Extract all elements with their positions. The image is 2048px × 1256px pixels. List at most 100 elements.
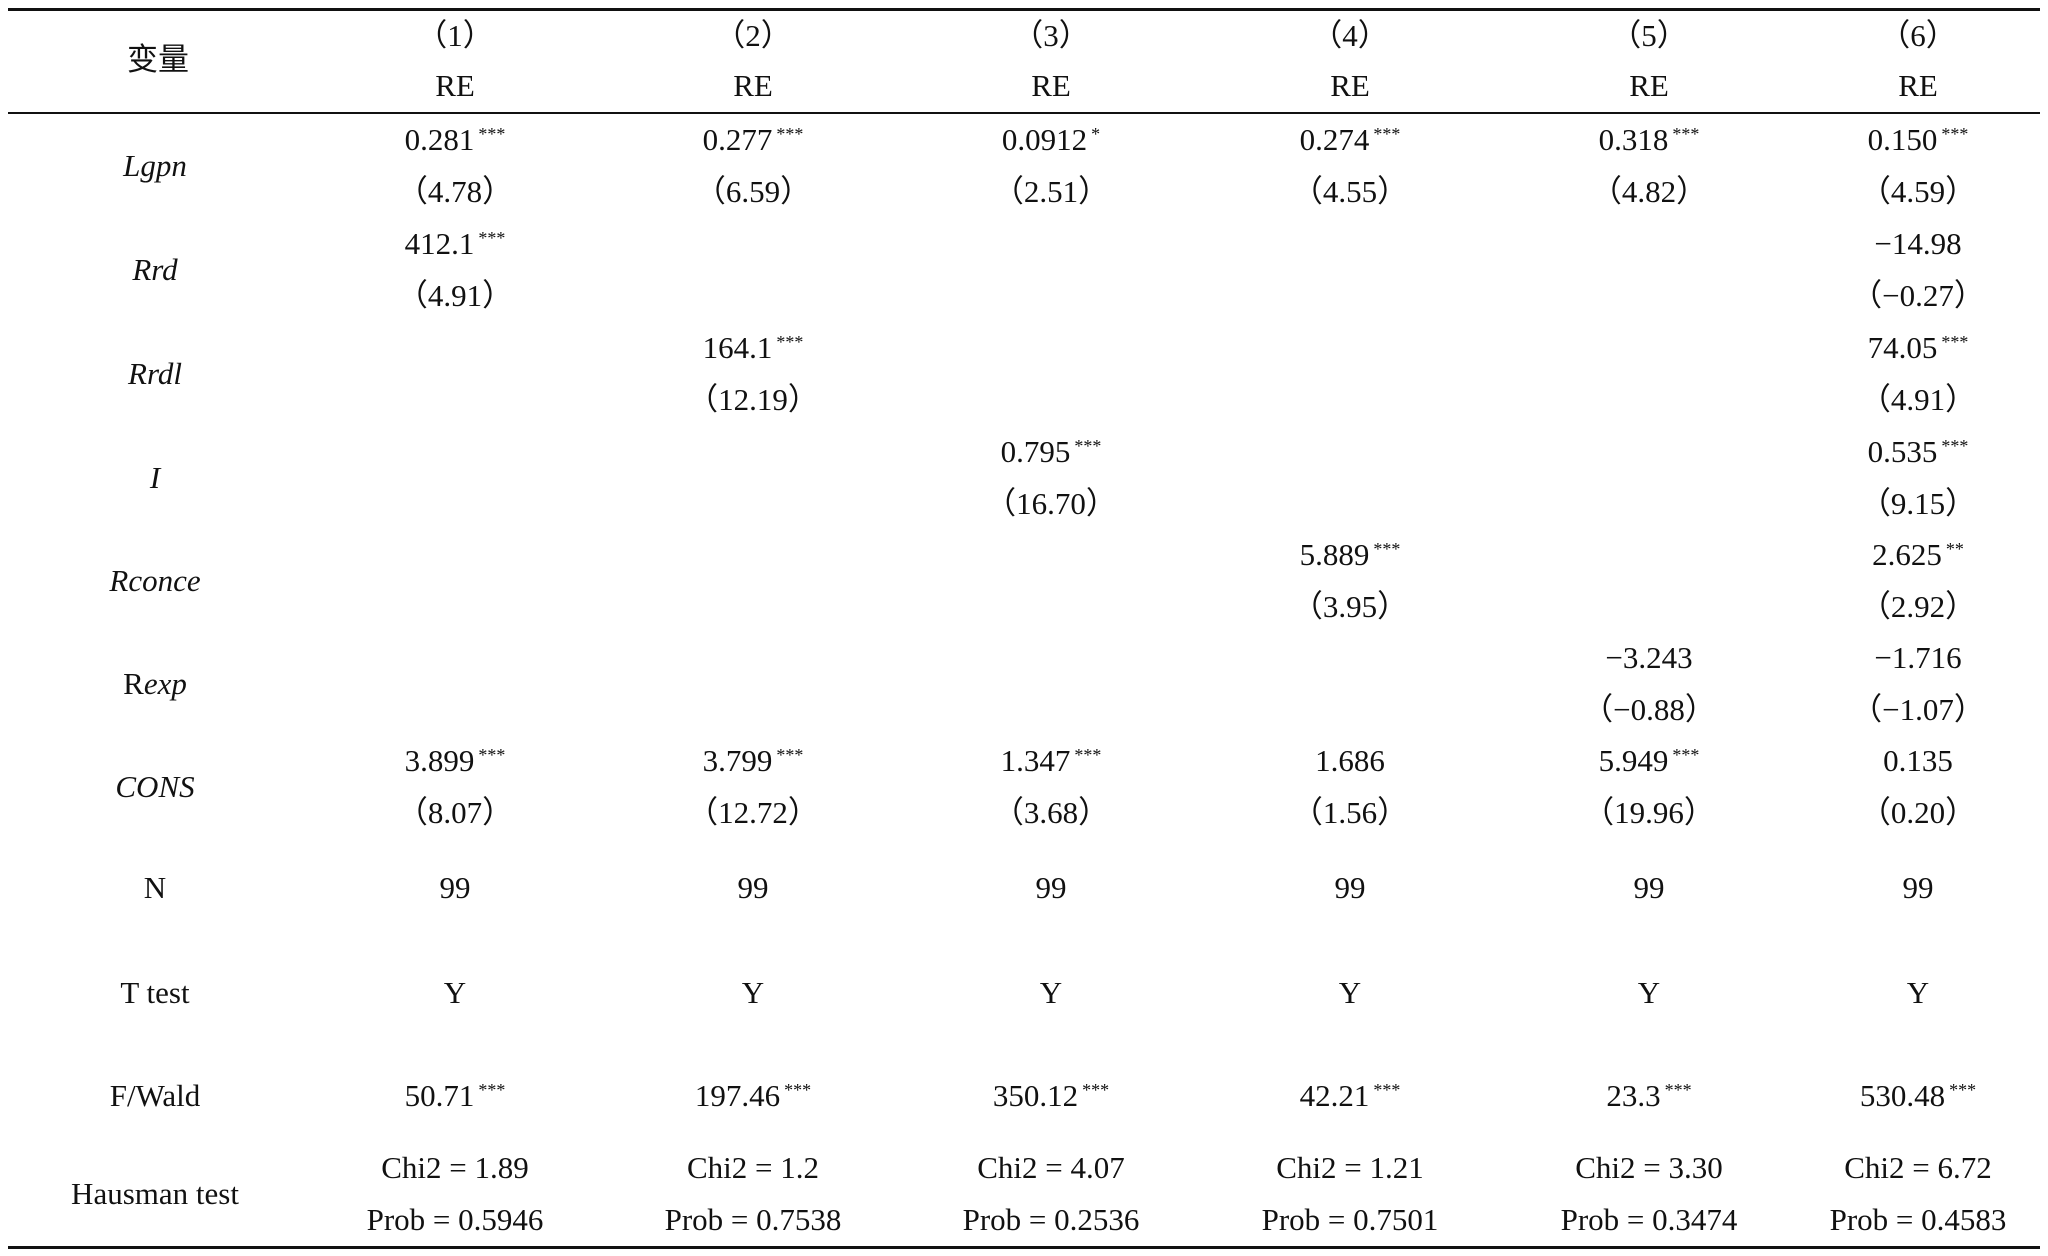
hausman-chi2: Chi2 = 1.89 bbox=[381, 1150, 529, 1185]
coefficient-value: 5.889 bbox=[1299, 537, 1370, 572]
header-rule bbox=[8, 112, 2040, 114]
coefficient-value: 0.795 bbox=[1000, 434, 1071, 469]
column-model: RE bbox=[1330, 68, 1370, 103]
row-label: Rconce bbox=[109, 563, 201, 598]
hausman-prob: Prob = 0.7538 bbox=[664, 1202, 842, 1237]
stat-value: Y bbox=[1907, 975, 1929, 1011]
stat-value: Y bbox=[444, 975, 466, 1011]
column-number: （1） bbox=[416, 18, 494, 53]
t-statistic: （4.91） bbox=[1859, 382, 1977, 417]
row-label: CONS bbox=[115, 769, 195, 804]
significance-stars: *** bbox=[1373, 539, 1401, 559]
hausman-chi2: Chi2 = 6.72 bbox=[1844, 1150, 1992, 1185]
stat-number: 99 bbox=[1902, 870, 1934, 905]
column-number: （4） bbox=[1311, 18, 1389, 53]
t-statistic: （−1.07） bbox=[1851, 692, 1985, 727]
stat-value: 99 bbox=[1036, 870, 1067, 906]
coefficient: 3.799 *** bbox=[703, 743, 804, 779]
coefficient: 2.625 ** bbox=[1872, 537, 1964, 573]
stat-value: 99 bbox=[1634, 870, 1665, 906]
coefficient: 0.0912 * bbox=[1002, 122, 1100, 158]
stat-number: 99 bbox=[439, 870, 471, 905]
coefficient: 412.1 *** bbox=[405, 226, 506, 262]
hausman-label: Hausman test bbox=[71, 1176, 239, 1211]
t-statistic: （2.92） bbox=[1859, 589, 1977, 624]
stat-number: 99 bbox=[1334, 870, 1366, 905]
t-statistic: （4.91） bbox=[396, 278, 514, 313]
coefficient: 0.318 *** bbox=[1599, 122, 1700, 158]
coefficient-value: 74.05 bbox=[1867, 330, 1938, 365]
column-model: RE bbox=[1629, 68, 1669, 103]
row-label: Rexp bbox=[123, 666, 187, 702]
hausman-prob: Prob = 0.7501 bbox=[1261, 1202, 1439, 1237]
hausman-chi2: Chi2 = 3.30 bbox=[1575, 1150, 1723, 1185]
stat-number: 197.46 bbox=[694, 1078, 781, 1113]
stat-label: T test bbox=[120, 975, 190, 1010]
coefficient: 0.535 *** bbox=[1868, 434, 1969, 470]
coefficient: 0.150 *** bbox=[1868, 122, 1969, 158]
stat-number: Y bbox=[443, 975, 467, 1010]
column-number: （3） bbox=[1012, 18, 1090, 53]
stat-value: Y bbox=[1339, 975, 1361, 1011]
t-statistic: （1.56） bbox=[1291, 795, 1409, 830]
coefficient-value: −1.716 bbox=[1874, 640, 1962, 675]
significance-stars: * bbox=[1091, 124, 1101, 144]
stat-value: Y bbox=[1040, 975, 1062, 1011]
t-statistic: （−0.27） bbox=[1851, 278, 1985, 313]
stat-number: Y bbox=[1039, 975, 1063, 1010]
stat-value: 99 bbox=[738, 870, 769, 906]
t-statistic: （19.96） bbox=[1583, 795, 1715, 830]
significance-stars: *** bbox=[784, 1080, 812, 1100]
significance-stars: *** bbox=[1074, 745, 1102, 765]
significance-stars: *** bbox=[1373, 1080, 1401, 1100]
t-statistic: （9.15） bbox=[1859, 486, 1977, 521]
coefficient-value: 0.274 bbox=[1299, 122, 1370, 157]
coefficient-value: 0.0912 bbox=[1001, 122, 1088, 157]
row-label: Rrdl bbox=[128, 356, 182, 391]
row-label-italic: exp bbox=[143, 666, 187, 701]
stat-value: 197.46 *** bbox=[695, 1078, 811, 1114]
row-label: Rrd bbox=[132, 252, 178, 287]
stat-label: F/Wald bbox=[109, 1078, 201, 1113]
stat-number: Y bbox=[1637, 975, 1661, 1010]
coefficient: 3.899 *** bbox=[405, 743, 506, 779]
stat-number: 23.3 bbox=[1606, 1078, 1661, 1113]
significance-stars: *** bbox=[776, 124, 804, 144]
significance-stars: *** bbox=[1082, 1080, 1110, 1100]
top-rule bbox=[8, 8, 2040, 11]
significance-stars: *** bbox=[1672, 745, 1700, 765]
coefficient-value: 0.281 bbox=[404, 122, 475, 157]
coefficient: 164.1 *** bbox=[703, 330, 804, 366]
t-statistic: （−0.88） bbox=[1582, 692, 1716, 727]
significance-stars: *** bbox=[1941, 332, 1969, 352]
coefficient-value: 0.535 bbox=[1867, 434, 1938, 469]
coefficient-value: 1.347 bbox=[1000, 743, 1071, 778]
variable-header: 变量 bbox=[127, 42, 189, 77]
coefficient: 0.274 *** bbox=[1300, 122, 1401, 158]
hausman-prob: Prob = 0.5946 bbox=[366, 1202, 544, 1237]
hausman-chi2: Chi2 = 1.21 bbox=[1276, 1150, 1424, 1185]
column-number: （2） bbox=[714, 18, 792, 53]
significance-stars: *** bbox=[1664, 1080, 1692, 1100]
coefficient: 5.949 *** bbox=[1599, 743, 1700, 779]
significance-stars: *** bbox=[478, 228, 506, 248]
significance-stars: *** bbox=[1074, 436, 1102, 456]
row-label-prefix: R bbox=[123, 666, 144, 701]
significance-stars: *** bbox=[1373, 124, 1401, 144]
stat-label: N bbox=[143, 870, 167, 905]
t-statistic: （12.19） bbox=[687, 382, 819, 417]
coefficient-value: 0.277 bbox=[702, 122, 773, 157]
stat-value: 530.48 *** bbox=[1860, 1078, 1976, 1114]
stat-number: Y bbox=[1338, 975, 1362, 1010]
stat-value: 99 bbox=[1903, 870, 1934, 906]
coefficient-value: 5.949 bbox=[1598, 743, 1669, 778]
stat-value: 350.12 *** bbox=[993, 1078, 1109, 1114]
coefficient: 1.686 bbox=[1315, 743, 1385, 779]
coefficient-value: −14.98 bbox=[1874, 226, 1962, 261]
bottom-rule bbox=[8, 1246, 2040, 1249]
significance-stars: *** bbox=[478, 124, 506, 144]
significance-stars: *** bbox=[1672, 124, 1700, 144]
coefficient-value: −3.243 bbox=[1605, 640, 1693, 675]
t-statistic: （12.72） bbox=[687, 795, 819, 830]
coefficient-value: 0.135 bbox=[1883, 743, 1953, 778]
